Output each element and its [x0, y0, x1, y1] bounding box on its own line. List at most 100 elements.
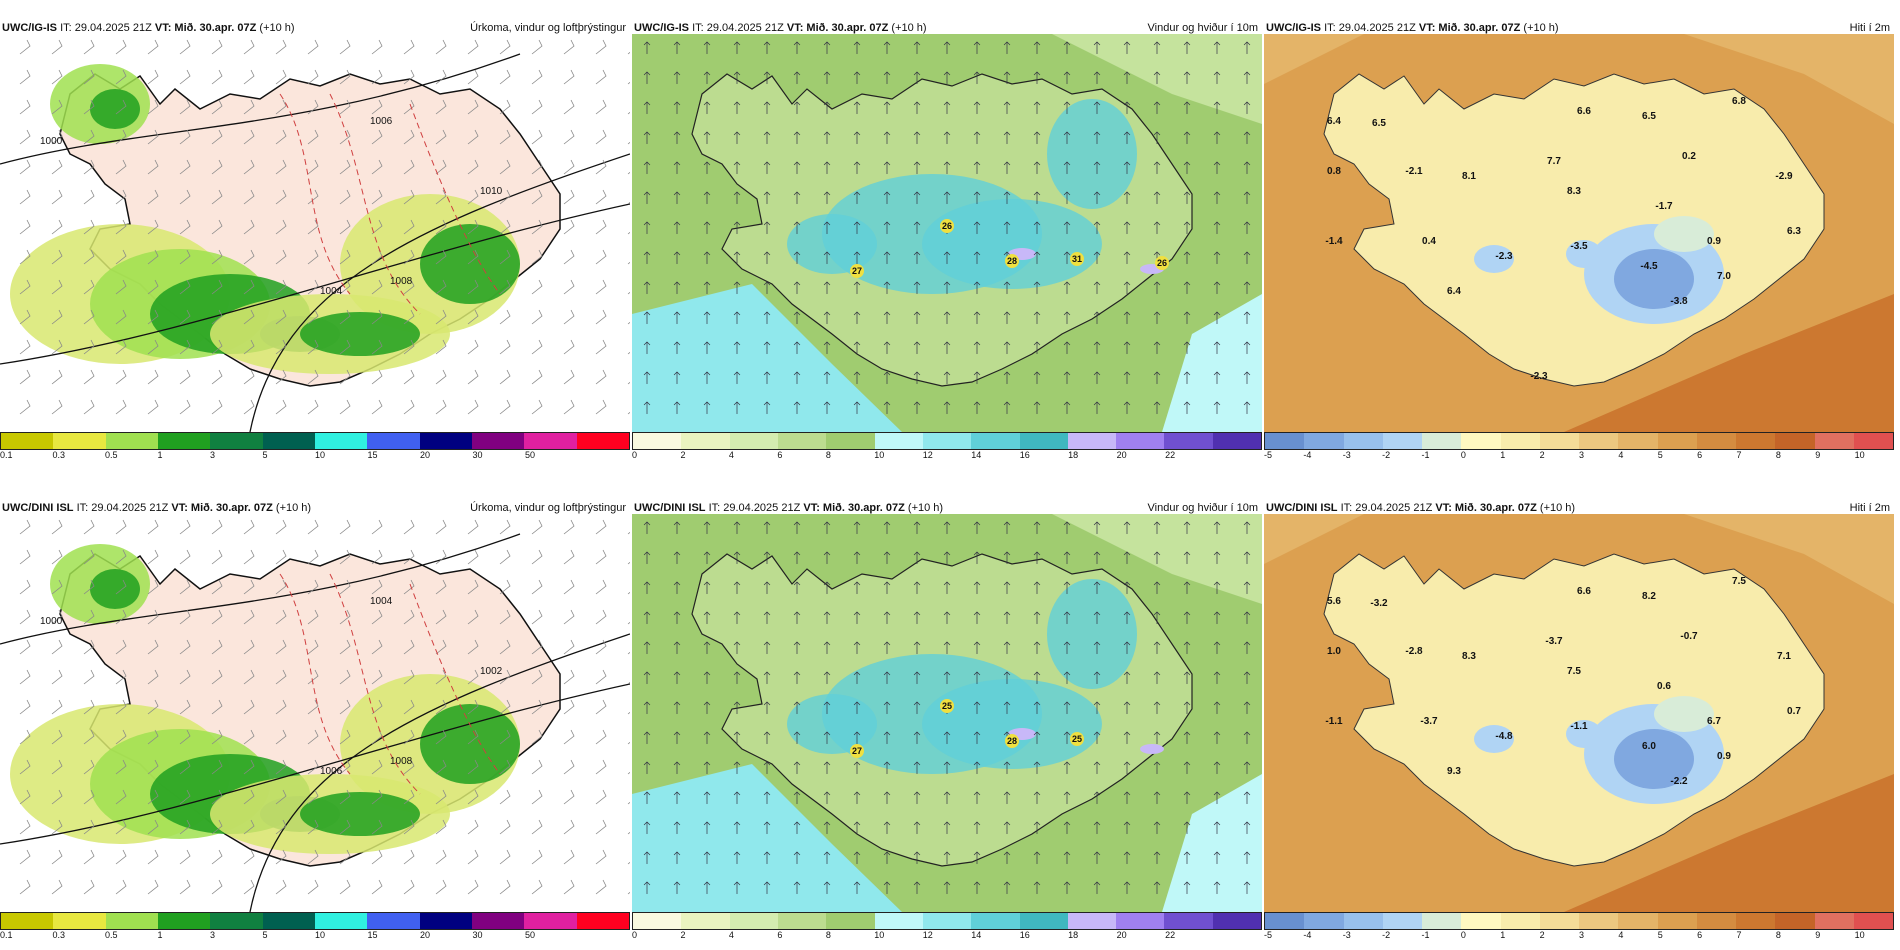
wind-arrow — [1123, 41, 1131, 54]
wind-barb — [83, 519, 95, 535]
wind-barb — [499, 549, 511, 565]
wind-arrow — [973, 731, 981, 744]
wind-barb — [435, 39, 447, 55]
legend-swatch — [1657, 913, 1697, 929]
wind-arrow — [943, 761, 951, 774]
wind-barb — [51, 129, 63, 145]
legend-swatch — [105, 433, 158, 449]
temperature-label: 5.6 — [1327, 596, 1341, 607]
wind-barb — [371, 69, 383, 85]
legend-tick-label: 20 — [420, 930, 431, 940]
wind-arrow — [883, 281, 891, 294]
wind-arrow — [733, 731, 741, 744]
wind-barb — [211, 759, 223, 775]
legend-tick-label: 0.5 — [105, 930, 118, 940]
wind-arrow — [1213, 281, 1221, 294]
legend-swatch — [1343, 433, 1383, 449]
legend-swatch — [874, 433, 923, 449]
wind-arrow — [703, 671, 711, 684]
wind-arrow — [793, 281, 801, 294]
wind-barb — [115, 369, 127, 385]
wind-arrow — [1243, 671, 1251, 684]
wind-barb — [339, 39, 351, 55]
wind-barb — [179, 759, 191, 775]
wind-barb — [243, 159, 255, 175]
legend-tick-label: 9 — [1815, 450, 1821, 460]
wind-arrow — [913, 551, 921, 564]
wind-barb — [307, 339, 319, 355]
wind-arrow — [643, 791, 651, 804]
wind-barb — [147, 729, 159, 745]
wind-barb — [19, 369, 31, 385]
legend-tick-label: 20 — [1116, 930, 1127, 940]
wind-arrow — [913, 821, 921, 834]
precip-area — [90, 569, 140, 609]
wind-arrow — [883, 371, 891, 384]
wind-barb — [339, 189, 351, 205]
isotherm-line — [279, 573, 351, 775]
wind-barb — [467, 579, 479, 595]
wind-barb — [339, 699, 351, 715]
wind-barb — [499, 129, 511, 145]
wind-arrow — [1003, 611, 1011, 624]
wind-barb — [115, 399, 127, 415]
wind-barb — [531, 399, 543, 415]
wind-barb — [211, 69, 223, 85]
temperature-label: 8.3 — [1462, 651, 1476, 662]
wind-barb — [563, 69, 575, 85]
wind-arrow — [763, 521, 771, 534]
gust-label: 26 — [942, 221, 952, 231]
legend-swatch — [1067, 433, 1117, 449]
wind-arrow — [1003, 791, 1011, 804]
wind-arrow — [1123, 821, 1131, 834]
legend-swatch — [157, 913, 211, 929]
wind-arrow — [763, 611, 771, 624]
legend-tick-label: 3 — [1579, 450, 1585, 460]
wind-arrow — [913, 881, 921, 894]
wind-arrow — [1093, 311, 1101, 324]
wind-arrow — [673, 131, 681, 144]
wind-barb — [339, 549, 351, 565]
temperature-label: 6.7 — [1707, 716, 1721, 727]
wind-barb — [371, 549, 383, 565]
wind-arrow — [643, 851, 651, 864]
wind-arrow — [763, 671, 771, 684]
wind-barb — [307, 189, 319, 205]
temperature-label: 6.8 — [1732, 96, 1746, 107]
wind-arrow — [1003, 131, 1011, 144]
wind-arrow — [853, 821, 861, 834]
wind-barb — [275, 189, 287, 205]
wind-barb — [211, 129, 223, 145]
wind-barb — [19, 819, 31, 835]
wind-barb — [275, 849, 287, 865]
wind-barb — [499, 309, 511, 325]
wind-barb — [211, 609, 223, 625]
wind-arrow — [883, 131, 891, 144]
wind-barb — [435, 339, 447, 355]
wind-arrow — [733, 401, 741, 414]
wind-arrow — [643, 671, 651, 684]
wind-arrow — [733, 851, 741, 864]
wind-barb — [499, 339, 511, 355]
wind-arrow — [973, 581, 981, 594]
wind-arrow — [763, 341, 771, 354]
temperature-label: 0.6 — [1657, 681, 1671, 692]
wind-arrow — [973, 821, 981, 834]
wind-arrow — [883, 161, 891, 174]
wind-arrow — [733, 251, 741, 264]
wind-arrow — [973, 101, 981, 114]
legend-swatch — [1422, 913, 1462, 929]
wind-arrow — [1243, 521, 1251, 534]
wind-barb — [179, 69, 191, 85]
legend-swatch — [367, 433, 420, 449]
wind-barb — [115, 579, 127, 595]
legend-swatch — [1657, 433, 1697, 449]
panel-header: UWC/IG-IS IT: 29.04.2025 21Z VT: Mið. 30… — [0, 0, 630, 34]
wind-arrow — [1213, 551, 1221, 564]
wind-barb — [595, 69, 607, 85]
wind-barb — [563, 249, 575, 265]
gust-label: 25 — [1072, 734, 1082, 744]
wind-barb — [243, 549, 255, 565]
gust-area — [1140, 744, 1164, 754]
wind-arrow — [943, 611, 951, 624]
